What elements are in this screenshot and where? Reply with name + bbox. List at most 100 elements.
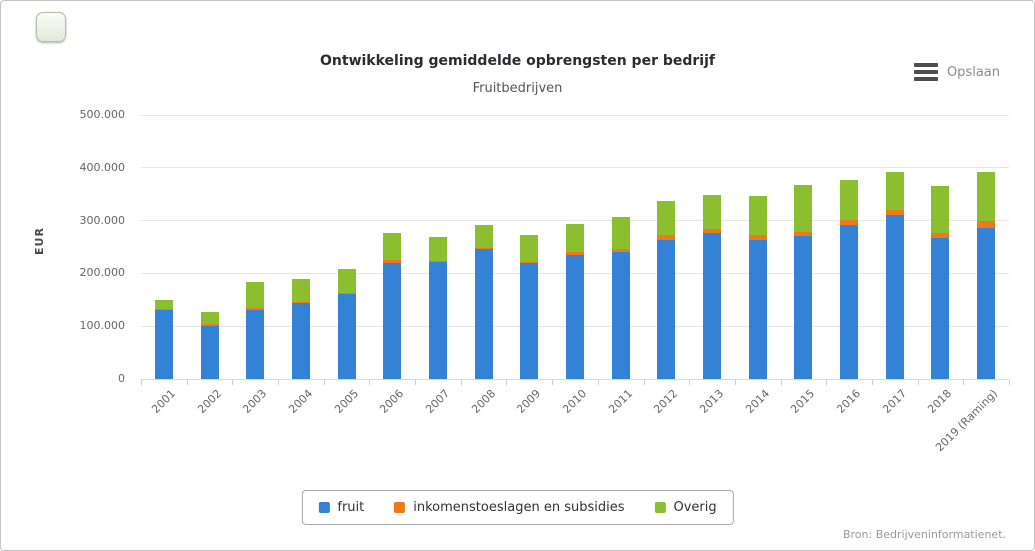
x-axis-tick	[552, 380, 554, 385]
bar-segment-fruit[interactable]	[840, 224, 859, 379]
bar-segment-Overig[interactable]	[337, 268, 356, 293]
bar-segment-fruit[interactable]	[977, 227, 996, 379]
x-tick-label: 2011	[605, 387, 635, 416]
x-tick-label: 2008	[468, 387, 498, 416]
y-tick-label: 100.000	[79, 319, 126, 333]
bar-segment-fruit[interactable]	[794, 236, 813, 379]
x-axis-tick	[369, 380, 371, 385]
legend-swatch-icon	[654, 502, 666, 513]
bar-segment-fruit[interactable]	[885, 214, 904, 379]
bar-segment-inkomenstoeslagen[interactable]	[657, 235, 676, 241]
x-axis-tick	[506, 380, 508, 385]
bar-segment-fruit[interactable]	[154, 310, 173, 379]
bar-segment-Overig[interactable]	[200, 311, 219, 324]
bar-segment-Overig[interactable]	[520, 234, 539, 262]
bar-segment-Overig[interactable]	[291, 278, 310, 302]
bar-segment-Overig[interactable]	[657, 201, 676, 236]
bar-segment-fruit[interactable]	[291, 302, 310, 379]
bar-segment-fruit[interactable]	[931, 238, 950, 379]
bar-segment-fruit[interactable]	[748, 239, 767, 379]
bar-segment-fruit[interactable]	[566, 254, 584, 379]
bar-segment-inkomenstoeslagen[interactable]	[337, 292, 356, 294]
hamburger-menu-icon[interactable]	[913, 63, 938, 81]
bar-segment-fruit[interactable]	[383, 262, 402, 379]
bar-segment-Overig[interactable]	[931, 186, 950, 234]
bar-segment-Overig[interactable]	[246, 281, 265, 309]
x-tick-label: 2004	[286, 387, 316, 416]
bar-segment-inkomenstoeslagen[interactable]	[291, 301, 310, 303]
export-label: Opslaan	[946, 64, 1000, 80]
bar-segment-inkomenstoeslagen[interactable]	[474, 248, 493, 250]
y-tick-label: 300.000	[79, 213, 126, 227]
bar-segment-inkomenstoeslagen[interactable]	[748, 235, 767, 240]
bar-segment-inkomenstoeslagen[interactable]	[154, 309, 173, 311]
legend-item-fruit[interactable]: fruit	[318, 500, 364, 515]
bar-segment-Overig[interactable]	[566, 223, 584, 253]
bar-segment-fruit[interactable]	[246, 310, 265, 379]
chart-title: Ontwikkeling gemiddelde opbrengsten per …	[320, 53, 715, 69]
x-tick-label: 2007	[423, 387, 453, 416]
bar-segment-inkomenstoeslagen[interactable]	[428, 261, 447, 263]
bar-segment-Overig[interactable]	[794, 184, 813, 233]
bar-segment-inkomenstoeslagen[interactable]	[566, 252, 584, 255]
x-axis-tick	[734, 380, 736, 385]
x-axis-tick	[826, 380, 828, 385]
bar-segment-inkomenstoeslagen[interactable]	[931, 233, 950, 239]
x-axis-tick	[780, 380, 782, 385]
x-axis-tick	[278, 380, 280, 385]
bar-segment-Overig[interactable]	[154, 299, 173, 310]
x-axis-tick	[689, 380, 691, 385]
bar-segment-Overig[interactable]	[748, 195, 767, 236]
x-axis-tick	[643, 380, 645, 385]
legend-item-inkomenstoeslagen[interactable]: inkomenstoeslagen en subsidies	[394, 500, 624, 515]
bar-segment-Overig[interactable]	[383, 232, 402, 261]
legend-item-Overig[interactable]: Overig	[654, 500, 717, 515]
bar-segment-fruit[interactable]	[474, 249, 493, 379]
bar-segment-inkomenstoeslagen[interactable]	[611, 248, 630, 252]
bar-segment-fruit[interactable]	[520, 262, 539, 379]
x-axis-tick	[186, 380, 188, 385]
bar-segment-inkomenstoeslagen[interactable]	[794, 232, 813, 237]
bar-segment-inkomenstoeslagen[interactable]	[977, 220, 996, 228]
bar-segment-Overig[interactable]	[474, 225, 493, 249]
bar-segment-Overig[interactable]	[703, 195, 722, 229]
bar-segment-Overig[interactable]	[611, 217, 630, 249]
x-axis-tick	[323, 380, 325, 385]
bar-segment-fruit[interactable]	[337, 293, 356, 379]
x-tick-label: 2012	[651, 387, 681, 416]
bar-segment-inkomenstoeslagen[interactable]	[520, 261, 539, 263]
bar-segment-Overig[interactable]	[428, 237, 447, 262]
bar-segment-Overig[interactable]	[840, 180, 859, 221]
bar-segment-Overig[interactable]	[885, 172, 904, 210]
x-axis-tick	[963, 380, 965, 385]
legend-label: fruit	[337, 500, 365, 515]
bar-segment-inkomenstoeslagen[interactable]	[840, 220, 859, 225]
legend-label: Overig	[673, 500, 717, 515]
panel-toggle-button[interactable]	[36, 12, 66, 42]
x-tick-label: 2003	[240, 387, 270, 416]
bar-segment-fruit[interactable]	[200, 325, 219, 379]
chart-subtitle: Fruitbedrijven	[472, 81, 563, 96]
bar-segment-fruit[interactable]	[611, 251, 630, 379]
bar-segment-fruit[interactable]	[703, 233, 722, 379]
bar-segment-inkomenstoeslagen[interactable]	[703, 228, 722, 234]
legend-label: inkomenstoeslagen en subsidies	[413, 500, 625, 515]
x-tick-label: 2002	[194, 387, 224, 416]
x-tick-label: 2013	[697, 387, 727, 416]
bar-segment-inkomenstoeslagen[interactable]	[383, 260, 402, 263]
x-tick-label: 2006	[377, 387, 407, 416]
bar-segment-Overig[interactable]	[977, 172, 996, 221]
bar-segment-fruit[interactable]	[428, 262, 447, 379]
bar-segment-inkomenstoeslagen[interactable]	[200, 323, 219, 326]
bar-segment-inkomenstoeslagen[interactable]	[885, 209, 904, 215]
x-tick-label: 2014	[742, 387, 772, 416]
x-axis-tick	[871, 380, 873, 385]
x-tick-label: 2015	[788, 387, 818, 416]
gridline	[141, 378, 1009, 380]
bar-segment-inkomenstoeslagen[interactable]	[246, 308, 265, 311]
x-tick-label: 2001	[149, 387, 179, 416]
x-axis-tick	[597, 380, 599, 385]
bar-segment-fruit[interactable]	[657, 240, 676, 379]
x-tick-label: 2005	[331, 387, 361, 416]
export-menu-button[interactable]: Opslaan	[913, 63, 1000, 81]
